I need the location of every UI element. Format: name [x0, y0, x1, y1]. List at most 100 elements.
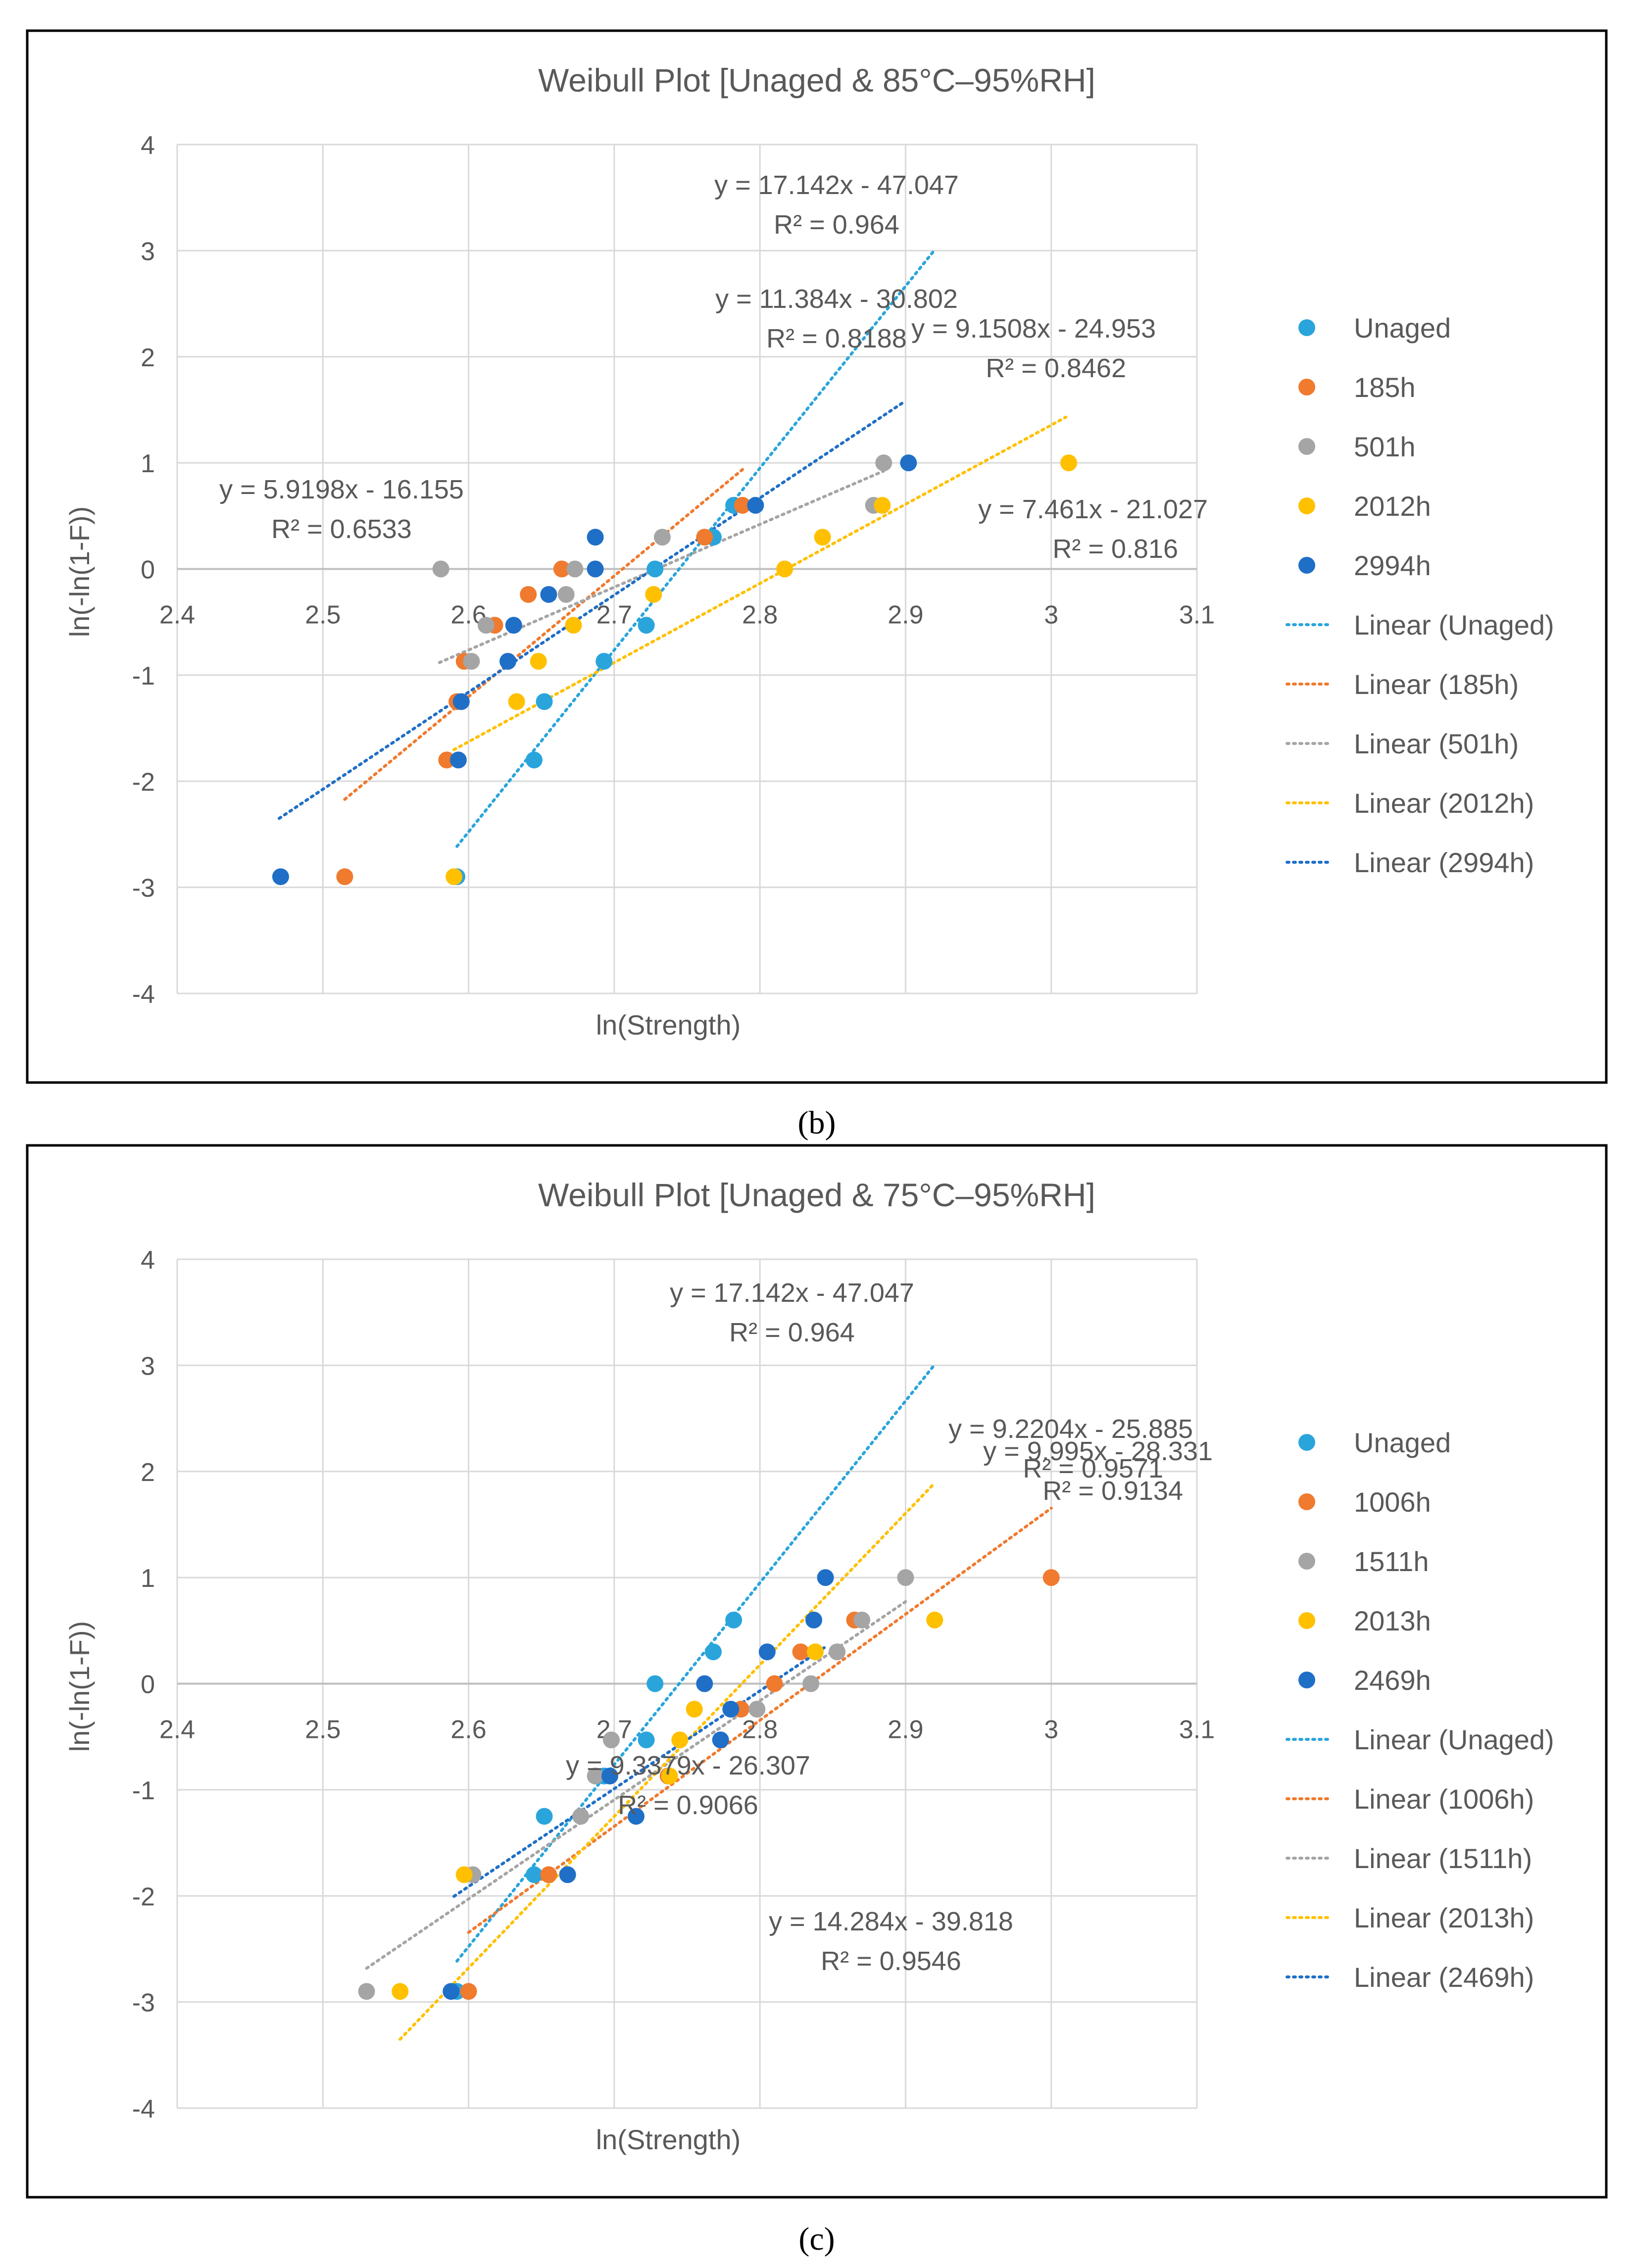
- data-point-1511h: [587, 1768, 604, 1785]
- legend-entry: Unaged: [1354, 312, 1451, 344]
- legend-entry: 1511h: [1354, 1546, 1429, 1577]
- legend-entry: 1006h: [1354, 1486, 1431, 1518]
- trend-equation: y = 7.461x - 21.027: [978, 494, 1208, 524]
- trend-r-squared: R² = 0.9134: [1042, 1476, 1183, 1506]
- x-tick-label: 2.4: [159, 601, 195, 630]
- x-tick-label: 3.1: [1179, 601, 1215, 630]
- trend-equation: y = 11.384x - 30.802: [715, 284, 958, 314]
- y-tick-label: -2: [132, 1882, 155, 1911]
- data-point-2012h: [530, 653, 547, 670]
- data-point-unaged: [646, 560, 664, 578]
- data-point-501h: [477, 617, 495, 634]
- trend-equation: y = 14.284x - 39.818: [769, 1907, 1013, 1936]
- panel-label-c: (c): [798, 2221, 835, 2257]
- trendline-1006h: [467, 1506, 1053, 1934]
- data-point-2994h: [452, 693, 470, 710]
- y-tick-label: -3: [132, 1989, 155, 2018]
- data-point-2994h: [747, 496, 764, 514]
- data-point-unaged: [638, 617, 655, 634]
- legend-marker: [1298, 1553, 1315, 1570]
- y-tick-label: -4: [132, 980, 155, 1009]
- y-tick-label: -4: [132, 2095, 155, 2123]
- data-point-1511h: [829, 1643, 846, 1661]
- data-point-2469h: [805, 1611, 823, 1628]
- trend-equation: y = 5.9198x - 16.155: [219, 475, 464, 504]
- data-point-2012h: [565, 617, 582, 634]
- data-point-185h: [438, 751, 455, 769]
- legend-entry: Unaged: [1354, 1427, 1451, 1458]
- trendline-2994h: [278, 399, 907, 820]
- data-point-1511h: [602, 1731, 620, 1749]
- legend-trend-entry: Linear (2469h): [1354, 1962, 1534, 1993]
- y-tick-label: -2: [132, 768, 155, 796]
- x-tick-label: 2.6: [450, 1716, 486, 1744]
- data-point-501h: [432, 560, 449, 578]
- data-point-185h: [734, 496, 751, 514]
- legend-entry: 2013h: [1354, 1605, 1431, 1636]
- data-point-1511h: [802, 1675, 820, 1692]
- y-tick-label: 3: [141, 237, 155, 266]
- trend-equation: y = 9.3379x - 26.307: [566, 1751, 810, 1780]
- trend-r-squared: R² = 0.9066: [618, 1790, 758, 1820]
- data-point-2994h: [900, 454, 917, 472]
- data-point-1511h: [897, 1569, 914, 1586]
- data-point-2013h: [671, 1731, 689, 1749]
- y-tick-label: 2: [141, 1458, 155, 1487]
- trend-equation: y = 9.995x - 28.331: [983, 1436, 1213, 1466]
- data-point-2012h: [814, 529, 831, 546]
- x-tick-label: 2.9: [888, 601, 923, 630]
- y-tick-label: 0: [141, 1671, 155, 1699]
- trend-equation: y = 17.142x - 47.047: [670, 1278, 914, 1308]
- legend-entry: 501h: [1354, 431, 1416, 462]
- data-point-2469h: [559, 1866, 576, 1883]
- legend-trend-entry: Linear (2012h): [1354, 788, 1534, 819]
- trendline-unaged: [455, 1363, 937, 1963]
- trendline-185h: [343, 465, 747, 801]
- data-point-185h: [696, 529, 713, 546]
- data-point-2469h: [696, 1675, 713, 1692]
- legend-marker: [1298, 1434, 1315, 1451]
- y-tick-label: 0: [141, 556, 155, 585]
- data-point-unaged: [526, 751, 543, 769]
- data-point-unaged: [536, 693, 553, 710]
- data-point-2469h: [443, 1983, 460, 2000]
- trend-r-squared: R² = 0.9546: [821, 1946, 961, 1976]
- y-axis-label: ln(-ln(1-F)): [64, 1621, 95, 1752]
- chart-title: Weibull Plot [Unaged & 75°C–95%RH]: [538, 1177, 1095, 1213]
- data-point-501h: [875, 454, 892, 472]
- x-tick-label: 2.5: [305, 601, 341, 630]
- data-point-1511h: [358, 1983, 375, 2000]
- y-tick-label: 4: [141, 131, 155, 160]
- legend-trend-entry: Linear (1006h): [1354, 1783, 1534, 1815]
- chart-panel-b: Weibull Plot [Unaged & 85°C–95%RH] 4 3 2 1 0…: [26, 29, 1608, 1084]
- y-tick-label: -3: [132, 874, 155, 903]
- data-point-2994h: [449, 751, 467, 769]
- data-point-501h: [557, 586, 575, 603]
- legend: Unaged 185h 501h 2012h 2994h Linear (Unaged) L…: [1286, 312, 1554, 878]
- y-tick-label: 2: [141, 344, 155, 372]
- legend-trend-entry: Linear (501h): [1354, 728, 1519, 759]
- data-point-1006h: [1042, 1569, 1060, 1586]
- x-tick-label: 3: [1044, 1716, 1058, 1744]
- x-axis-label: ln(Strength): [596, 2124, 741, 2155]
- data-point-2994h: [499, 653, 517, 670]
- trend-r-squared: R² = 0.8462: [986, 353, 1126, 383]
- x-tick-label: 2.8: [742, 601, 778, 630]
- data-point-2994h: [587, 529, 604, 546]
- data-point-2994h: [505, 617, 522, 634]
- legend-entry: 2469h: [1354, 1665, 1431, 1696]
- x-tick-label: 2.7: [596, 601, 632, 630]
- trendline-unaged: [455, 248, 937, 848]
- trend-r-squared: R² = 0.964: [774, 210, 899, 240]
- trend-equation: y = 17.142x - 47.047: [714, 170, 959, 200]
- data-point-1511h: [748, 1700, 766, 1718]
- data-point-2012h: [1060, 454, 1078, 472]
- data-point-185h: [520, 586, 537, 603]
- legend-marker: [1298, 1493, 1315, 1510]
- legend-trend-entry: Linear (2013h): [1354, 1902, 1534, 1933]
- y-tick-label: -1: [132, 1776, 155, 1805]
- y-tick-label: -1: [132, 662, 155, 690]
- legend-marker: [1298, 557, 1315, 574]
